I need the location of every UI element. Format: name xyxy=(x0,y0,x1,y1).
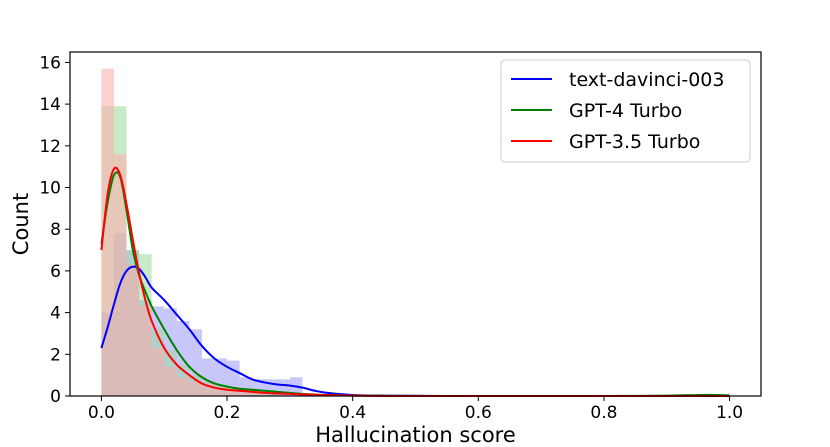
y-tick-label: 2 xyxy=(50,345,61,365)
hist-bar-gpt-3-5-turbo xyxy=(214,387,228,396)
y-axis-title: Count xyxy=(9,193,33,255)
hist-bar-gpt-3-5-turbo xyxy=(113,154,127,396)
hist-bar-gpt-3-5-turbo xyxy=(151,348,165,396)
x-tick-label: 0.0 xyxy=(88,403,115,423)
y-tick-label: 10 xyxy=(39,179,61,199)
hist-bar-gpt-3-5-turbo xyxy=(139,306,152,396)
y-tick-label: 8 xyxy=(50,220,61,240)
hist-bar-gpt-3-5-turbo xyxy=(164,366,177,396)
y-axis-ticks: 0 2 4 6 8 10 12 14 16 xyxy=(39,53,70,407)
y-tick-label: 6 xyxy=(50,262,61,282)
legend-label-gpt-3-5-turbo: GPT-3.5 Turbo xyxy=(569,131,700,153)
legend-label-gpt-4-turbo: GPT-4 Turbo xyxy=(569,100,682,122)
legend-box xyxy=(500,59,751,163)
x-tick-label: 0.2 xyxy=(214,403,241,423)
x-tick-label: 0.6 xyxy=(465,403,492,423)
legend-label-text-davinci-003: text-davinci-003 xyxy=(569,69,724,91)
hist-bar-gpt-3-5-turbo xyxy=(252,393,265,396)
x-tick-label: 0.4 xyxy=(339,403,366,423)
y-tick-label: 4 xyxy=(50,304,61,324)
hist-bar-gpt-3-5-turbo xyxy=(189,381,202,396)
hist-bar-gpt-3-5-turbo xyxy=(239,391,253,396)
y-tick-label: 0 xyxy=(50,387,61,407)
x-tick-label: 0.8 xyxy=(590,403,617,423)
x-axis-title: Hallucination score xyxy=(315,423,516,447)
hist-bar-gpt-3-5-turbo xyxy=(126,264,140,396)
x-tick-label: 1.0 xyxy=(716,403,743,423)
x-axis-ticks: 0.0 0.2 0.4 0.6 0.8 1.0 xyxy=(88,396,743,423)
y-tick-label: 16 xyxy=(39,53,61,73)
hist-bar-gpt-3-5-turbo xyxy=(227,389,240,396)
legend: text-davinci-003 GPT-4 Turbo GPT-3.5 Tur… xyxy=(500,59,751,163)
hist-bar-gpt-3-5-turbo xyxy=(176,377,190,396)
y-tick-label: 14 xyxy=(39,95,61,115)
plot-area-frame xyxy=(69,51,762,397)
y-tick-label: 12 xyxy=(39,137,61,157)
